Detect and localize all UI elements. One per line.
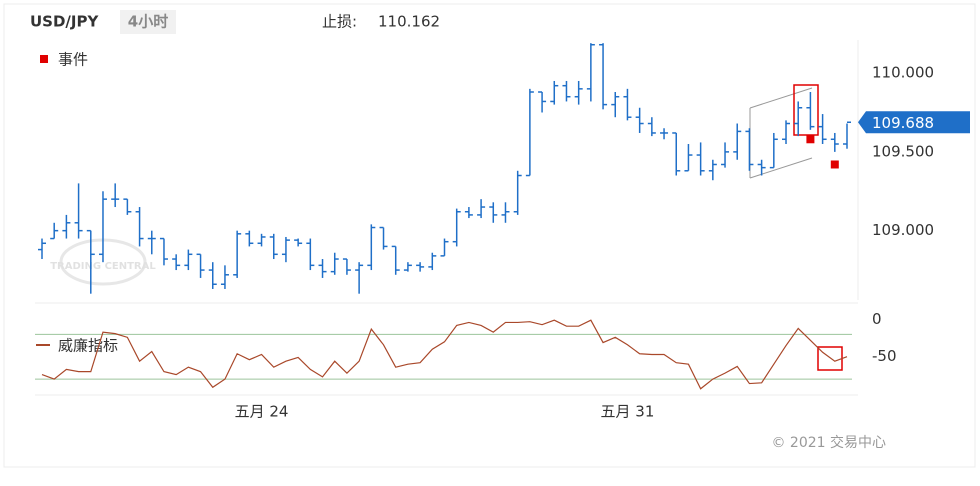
x-tick-label: 五月 24 bbox=[235, 403, 289, 421]
price-tag-label: 109.688 bbox=[872, 114, 934, 132]
y-tick-label: 0 bbox=[872, 310, 882, 328]
stop-loss-label: 止损: bbox=[322, 13, 357, 31]
timeframe-chip[interactable] bbox=[120, 10, 176, 34]
watermark-text: TRADING CENTRAL bbox=[50, 261, 156, 272]
copyright: © 2021 交易中心 bbox=[771, 434, 886, 451]
stop-loss-value: 110.162 bbox=[378, 13, 440, 31]
indicator-line bbox=[41, 319, 848, 390]
price-tag bbox=[858, 111, 970, 134]
legend-swatch bbox=[40, 55, 48, 63]
event-marker bbox=[830, 160, 839, 169]
channel-line bbox=[749, 87, 813, 109]
x-tick-label: 五月 31 bbox=[601, 403, 655, 421]
y-tick-label: 109.000 bbox=[872, 221, 934, 239]
channel-line bbox=[749, 157, 813, 179]
legend-label: 威廉指标 bbox=[58, 337, 118, 355]
highlight-box bbox=[793, 84, 819, 136]
frame bbox=[3, 3, 976, 468]
legend-label: 事件 bbox=[58, 51, 88, 69]
y-tick-label: 110.000 bbox=[872, 64, 934, 82]
timeframe[interactable]: 4小时 bbox=[128, 13, 168, 31]
event-marker bbox=[806, 135, 815, 144]
pair-title: USD/JPY bbox=[30, 13, 99, 31]
y-tick-label: -50 bbox=[872, 347, 897, 365]
y-tick-label: 109.500 bbox=[872, 142, 934, 160]
